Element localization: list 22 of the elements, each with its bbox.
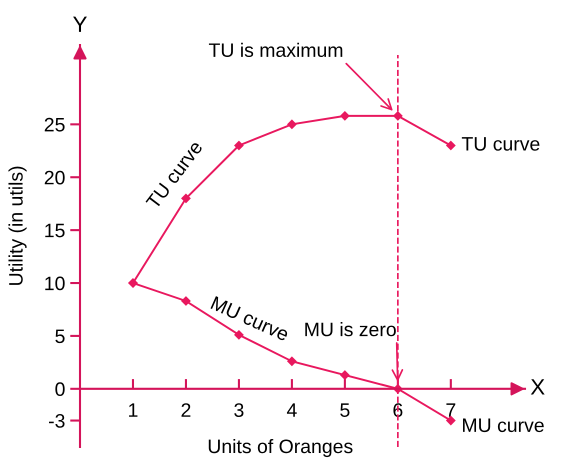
text: X — [530, 379, 545, 395]
y-tick-label: 0 — [55, 382, 65, 396]
annotation: MU curve — [210, 296, 290, 342]
annotation: MU is zero — [305, 322, 396, 336]
y-tick-label: -3 — [48, 414, 65, 428]
y-tick-label: 5 — [55, 330, 65, 344]
y-tick-label: 15 — [45, 224, 65, 238]
annotation: TU is maximum — [208, 42, 342, 58]
y-tick-label: 10 — [45, 276, 65, 290]
text: Y — [73, 16, 87, 32]
x-tick-label: 7 — [446, 403, 456, 417]
series-label: MU curve — [463, 418, 544, 432]
series-label: TU curve — [462, 137, 540, 151]
y-tick-label: 25 — [44, 118, 65, 132]
y-tick-label: 20 — [44, 170, 65, 184]
x-tick-label: 4 — [286, 403, 297, 417]
x-tick-label: 2 — [182, 403, 190, 417]
x-tick-label: 3 — [234, 403, 244, 417]
y-axis-title: Utility (in utils) — [8, 166, 27, 285]
x-tick-label: 5 — [340, 403, 350, 417]
x-tick-label: 1 — [129, 403, 138, 417]
x-axis-title: Units of Oranges — [208, 438, 352, 458]
